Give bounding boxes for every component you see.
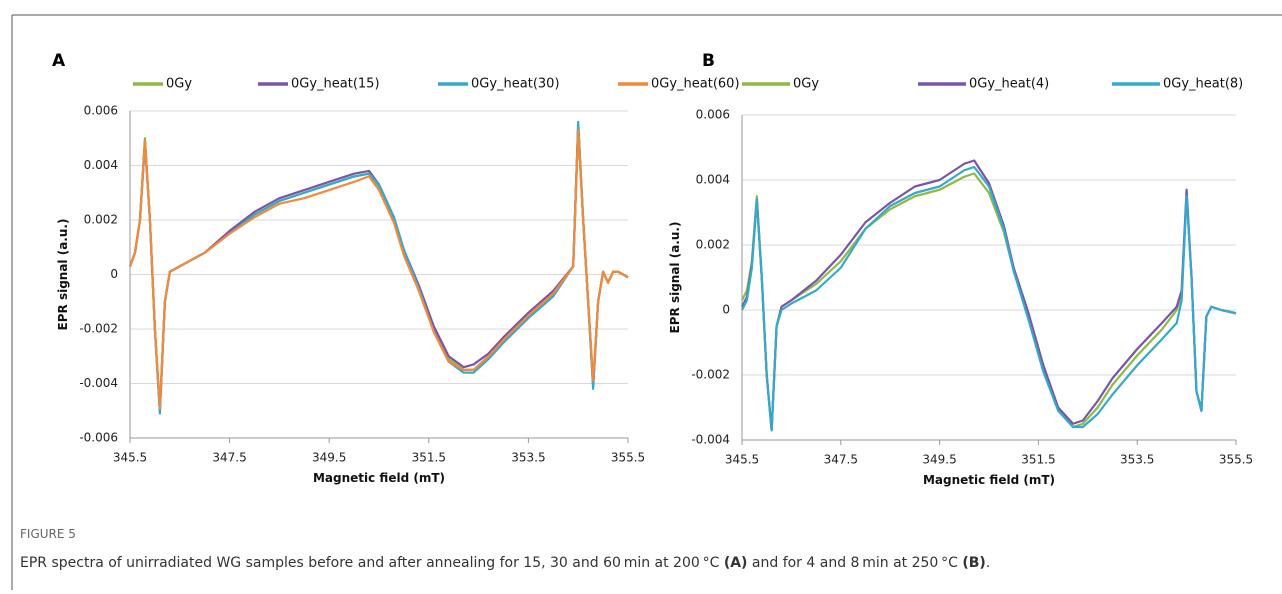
x-tick-label: 347.5 bbox=[212, 451, 246, 465]
panel-label: A bbox=[52, 51, 66, 71]
x-axis-label: Magnetic field (mT) bbox=[923, 473, 1055, 487]
series-line bbox=[128, 123, 629, 412]
x-tick-label: 351.5 bbox=[412, 451, 446, 465]
x-tick-label: 353.5 bbox=[1120, 453, 1154, 467]
series-line bbox=[741, 165, 1237, 432]
y-tick-label: 0.006 bbox=[696, 108, 730, 122]
x-tick-label: 355.5 bbox=[1219, 453, 1253, 467]
y-tick-label: -0.004 bbox=[79, 376, 118, 390]
y-tick-label: 0 bbox=[110, 267, 118, 281]
x-tick-label: 353.5 bbox=[511, 451, 545, 465]
y-tick-label: 0.002 bbox=[84, 213, 118, 227]
y-tick-label: 0 bbox=[722, 303, 730, 317]
caption-ref: (B) bbox=[962, 555, 985, 571]
y-tick-label: 0.004 bbox=[84, 158, 118, 172]
series-line bbox=[128, 128, 629, 410]
x-tick-label: 345.5 bbox=[725, 453, 759, 467]
x-tick-label: 355.5 bbox=[611, 451, 645, 465]
series-line bbox=[741, 172, 1237, 432]
caption-text: EPR spectra of unirradiated WG samples b… bbox=[20, 555, 724, 571]
legend-label: 0Gy_heat(60) bbox=[651, 77, 740, 92]
y-tick-label: 0.004 bbox=[696, 173, 730, 187]
y-tick-label: 0.006 bbox=[84, 104, 118, 118]
y-tick-label: -0.004 bbox=[691, 433, 730, 447]
caption: EPR spectra of unirradiated WG samples b… bbox=[20, 555, 990, 571]
series-line bbox=[128, 123, 629, 412]
x-tick-label: 349.5 bbox=[922, 453, 956, 467]
legend-label: 0Gy_heat(30) bbox=[471, 77, 560, 92]
y-axis-label: EPR signal (a.u.) bbox=[56, 219, 70, 331]
x-tick-label: 351.5 bbox=[1021, 453, 1055, 467]
legend-label: 0Gy bbox=[793, 77, 819, 92]
y-tick-label: -0.006 bbox=[79, 431, 118, 445]
y-tick-label: -0.002 bbox=[691, 368, 730, 382]
y-tick-label: 0.002 bbox=[696, 238, 730, 252]
y-tick-label: -0.002 bbox=[79, 322, 118, 336]
x-axis-label: Magnetic field (mT) bbox=[313, 471, 445, 485]
legend-label: 0Gy_heat(4) bbox=[969, 77, 1049, 92]
figure-label: FIGURE 5 bbox=[20, 527, 76, 541]
series-line bbox=[741, 159, 1237, 432]
caption-ref: (A) bbox=[724, 555, 748, 571]
x-tick-label: 349.5 bbox=[312, 451, 346, 465]
legend-label: 0Gy bbox=[166, 77, 192, 92]
x-tick-label: 347.5 bbox=[824, 453, 858, 467]
caption-text: and for 4 and 8 min at 250 °C bbox=[747, 555, 962, 571]
panel-label: B bbox=[702, 51, 715, 71]
caption-text: . bbox=[986, 555, 990, 571]
x-tick-label: 345.5 bbox=[113, 451, 147, 465]
legend-label: 0Gy_heat(15) bbox=[291, 77, 380, 92]
y-axis-label: EPR signal (a.u.) bbox=[668, 222, 682, 334]
legend-label: 0Gy_heat(8) bbox=[1163, 77, 1243, 92]
